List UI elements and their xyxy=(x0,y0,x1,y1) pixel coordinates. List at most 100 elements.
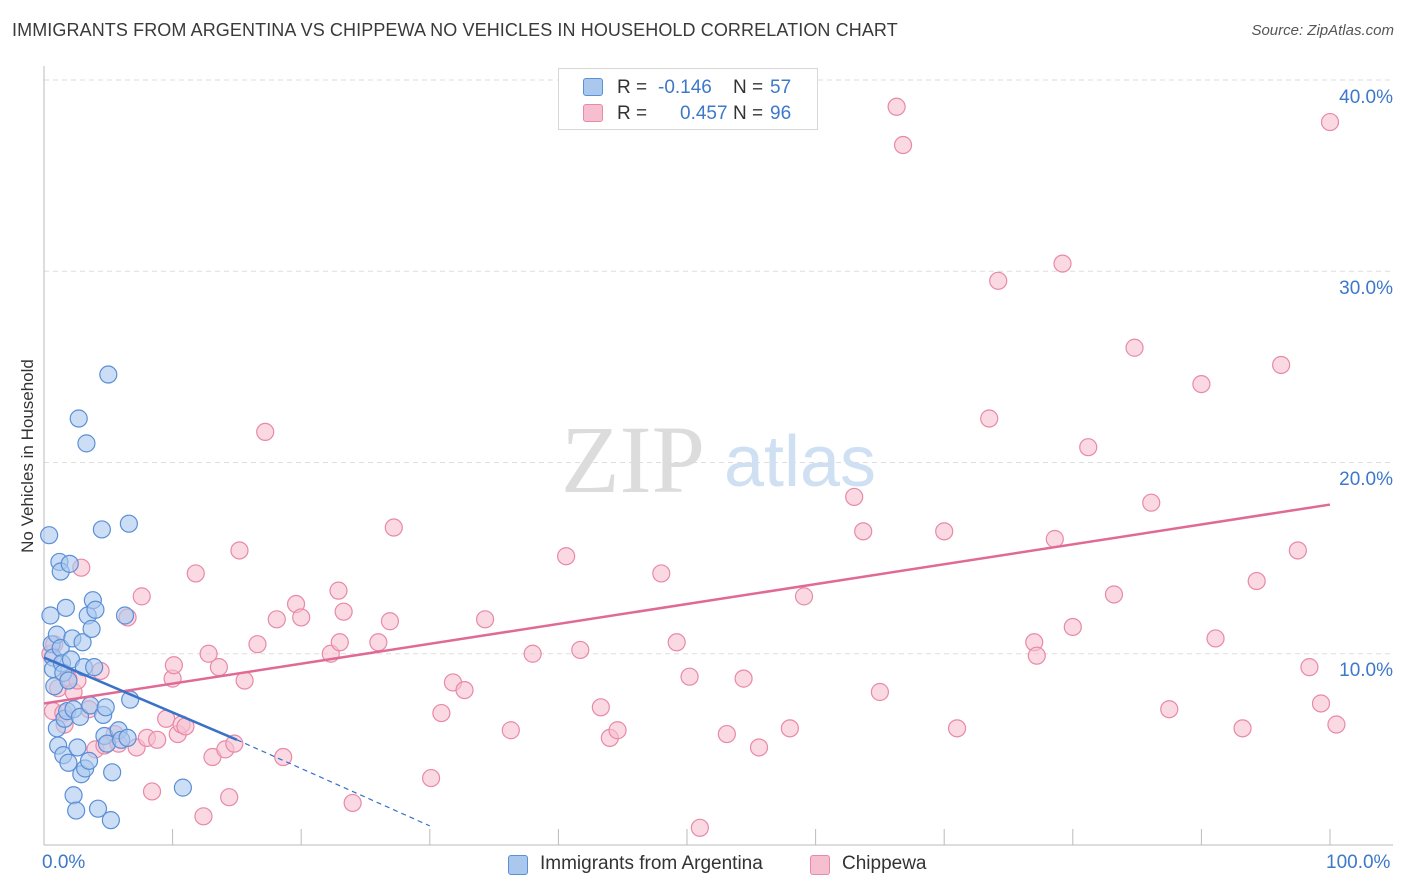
argentina-point xyxy=(85,658,104,677)
chippewa-point xyxy=(475,610,495,629)
argentina-point xyxy=(119,514,138,533)
chippewa-point xyxy=(1027,646,1046,665)
chippewa-point xyxy=(794,587,814,606)
chippewa-point xyxy=(292,608,311,627)
chippewa-point xyxy=(652,564,671,583)
chippewa-point xyxy=(1063,617,1082,637)
chippewa-point xyxy=(380,612,400,631)
chippewa-point xyxy=(209,658,228,677)
argentina-points xyxy=(40,365,192,830)
argentina-trend-extension xyxy=(236,739,431,827)
chippewa-point xyxy=(1192,374,1211,394)
correlation-legend: R = -0.146 N = 57 R = 0.457 N = 96 xyxy=(558,68,818,130)
axes xyxy=(43,66,1393,846)
legend-n-label: N = xyxy=(733,77,764,98)
chippewa-point xyxy=(225,734,244,753)
chippewa-point xyxy=(148,730,167,749)
legend-n-value: 57 xyxy=(770,77,792,98)
argentina-point xyxy=(73,633,92,652)
argentina-point xyxy=(79,751,99,770)
chippewa-point xyxy=(274,747,293,767)
chippewa-point xyxy=(256,422,275,441)
chippewa-point xyxy=(523,644,542,663)
argentina-point xyxy=(60,554,79,573)
x-tick-max: 100.0% xyxy=(1326,852,1391,873)
chippewa-point xyxy=(680,667,699,686)
chippewa-points xyxy=(41,97,1346,837)
argentina-point xyxy=(56,598,75,617)
chippewa-point xyxy=(194,807,213,826)
legend-swatch-pink xyxy=(810,855,830,875)
chippewa-point xyxy=(1079,438,1098,457)
argentina-point xyxy=(59,753,78,772)
chippewa-point xyxy=(1053,254,1072,273)
chippewa-point xyxy=(186,564,205,583)
argentina-point xyxy=(82,619,101,638)
trend-lines xyxy=(43,503,1331,827)
chippewa-trend-line xyxy=(43,503,1331,705)
argentina-point xyxy=(69,409,88,428)
chippewa-point xyxy=(248,635,267,654)
chippewa-point xyxy=(330,633,349,652)
legend-n-label: N = xyxy=(733,103,764,124)
argentina-point xyxy=(70,707,90,726)
chippewa-point xyxy=(1125,338,1144,357)
argentina-point xyxy=(103,763,122,782)
chippewa-point xyxy=(935,522,954,541)
chippewa-point xyxy=(591,698,610,717)
chippewa-point xyxy=(230,541,249,560)
y-tick-20: 20.0% xyxy=(1339,469,1393,490)
chippewa-point xyxy=(1233,719,1252,738)
argentina-point xyxy=(67,801,86,820)
legend-swatch-pink xyxy=(583,104,603,122)
argentina-point xyxy=(41,606,60,625)
chippewa-point xyxy=(384,518,403,537)
chippewa-point xyxy=(690,818,709,837)
legend-label-chippewa: Chippewa xyxy=(842,853,927,874)
chippewa-point xyxy=(1320,112,1340,132)
y-tick-30: 30.0% xyxy=(1339,278,1393,299)
argentina-point xyxy=(92,520,111,539)
chippewa-point xyxy=(142,782,162,801)
chippewa-point xyxy=(343,793,362,813)
legend-label-argentina: Immigrants from Argentina xyxy=(540,853,763,874)
argentina-point xyxy=(101,811,120,830)
argentina-point xyxy=(77,434,96,453)
argentina-point xyxy=(88,799,108,818)
chippewa-point xyxy=(887,97,906,116)
chippewa-point xyxy=(717,724,736,744)
source-label: Source: ZipAtlas.com xyxy=(1251,22,1394,39)
chippewa-point xyxy=(1104,585,1124,604)
legend-r-label: R = xyxy=(617,103,648,124)
chippewa-point xyxy=(1311,694,1331,713)
chippewa-point xyxy=(1300,658,1319,677)
legend-r-value: 0.457 xyxy=(680,103,728,124)
chippewa-point xyxy=(1142,493,1161,512)
chippewa-point xyxy=(267,610,286,629)
chippewa-point xyxy=(854,522,873,541)
argentina-point xyxy=(40,526,59,545)
chippewa-point xyxy=(432,703,451,723)
chippewa-point xyxy=(1206,629,1225,648)
chippewa-point xyxy=(220,788,239,807)
chippewa-point xyxy=(164,656,183,675)
chippewa-point xyxy=(667,633,686,652)
chippewa-point xyxy=(893,135,913,155)
legend-r-value: -0.146 xyxy=(658,77,712,98)
chippewa-point xyxy=(369,633,388,652)
chippewa-point xyxy=(421,768,441,788)
argentina-point xyxy=(68,738,87,757)
chippewa-point xyxy=(870,682,890,702)
chippewa-point xyxy=(1160,700,1179,719)
argentina-point xyxy=(64,786,83,805)
chippewa-point xyxy=(1272,355,1291,375)
chippewa-point xyxy=(989,271,1008,290)
chippewa-point xyxy=(1327,715,1346,734)
argentina-trend-line xyxy=(43,656,238,741)
y-tick-10: 10.0% xyxy=(1339,660,1393,681)
legend-r-label: R = xyxy=(617,77,648,98)
chippewa-point xyxy=(1247,571,1266,591)
argentina-point xyxy=(118,728,137,748)
watermark: ZIP atlas xyxy=(561,406,876,513)
